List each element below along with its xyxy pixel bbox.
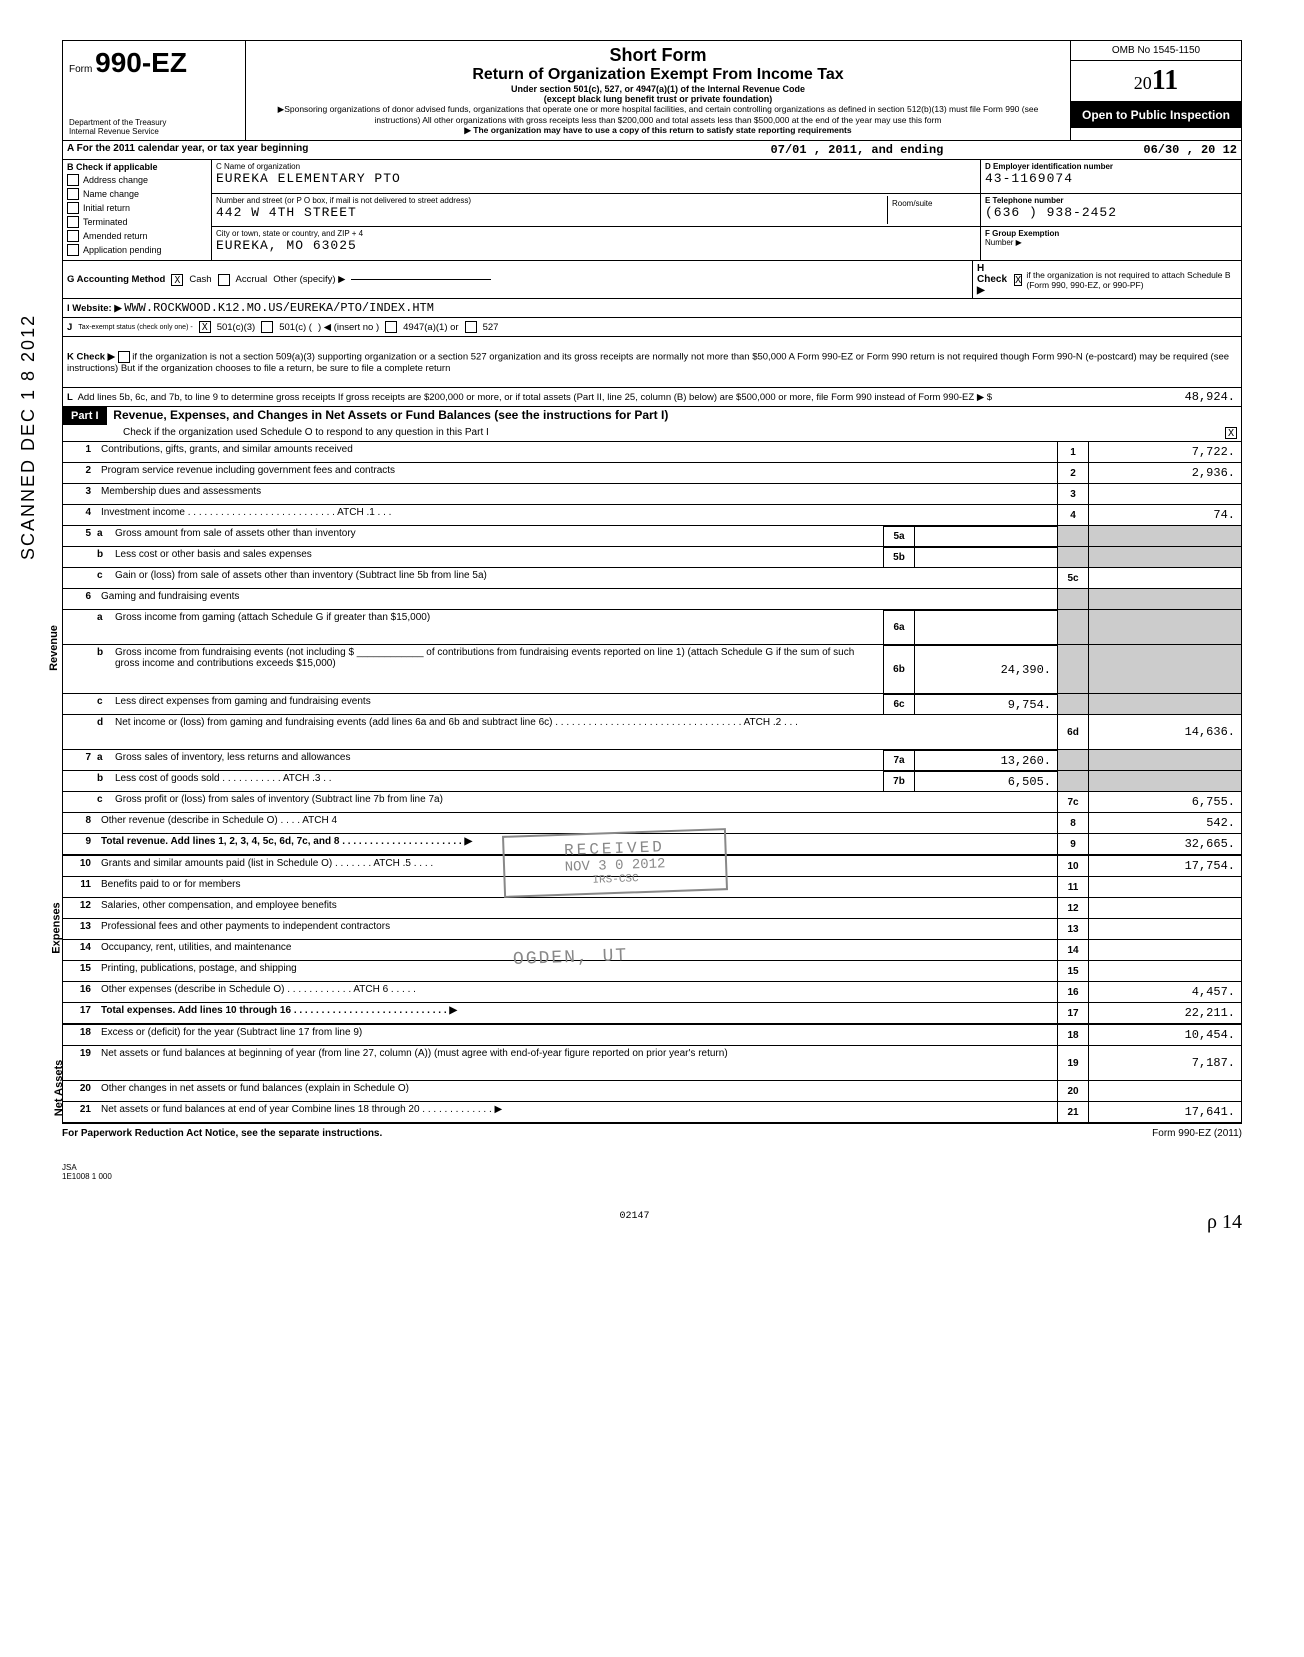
label-ein: D Employer identification number <box>985 162 1237 171</box>
checkbox-address-change[interactable] <box>67 174 79 186</box>
checkbox-527[interactable] <box>465 321 477 333</box>
ein-value: 43-1169074 <box>985 171 1237 186</box>
omb-number: OMB No 1545-1150 <box>1071 41 1241 61</box>
header-note-1: ▶Sponsoring organizations of donor advis… <box>254 104 1062 125</box>
open-to-public: Open to Public Inspection <box>1071 102 1241 128</box>
line-g-h: G Accounting Method X Cash Accrual Other… <box>62 261 1242 299</box>
line-l: L Add lines 5b, 6c, and 7b, to line 9 to… <box>62 388 1242 407</box>
val-14 <box>1088 940 1241 960</box>
val-21: 17,641. <box>1088 1102 1241 1122</box>
financial-grid: Revenue Expenses Net Assets 1Contributio… <box>62 442 1242 1124</box>
section-expenses-label: Expenses <box>51 902 63 953</box>
header-note-2: ▶ The organization may have to use a cop… <box>254 125 1062 136</box>
val-11 <box>1088 877 1241 897</box>
checkbox-cash[interactable]: X <box>171 274 183 286</box>
checkbox-k[interactable] <box>118 351 130 363</box>
label-website: I Website: ▶ <box>67 303 122 314</box>
val-19: 7,187. <box>1088 1046 1241 1080</box>
bottom-marks: 02147 ρ 14 <box>62 1211 1242 1234</box>
label-h-check: H Check ▶ <box>977 263 1010 296</box>
val-7a: 13,260. <box>914 750 1057 770</box>
label-city: City or town, state or country, and ZIP … <box>216 229 976 238</box>
val-9: 32,665. <box>1088 834 1241 854</box>
subtitle-except: (except black lung benefit trust or priv… <box>254 94 1062 104</box>
label-street: Number and street (or P O box, if mail i… <box>216 196 887 205</box>
val-1: 7,722. <box>1088 442 1241 462</box>
val-10: 17,754. <box>1088 856 1241 876</box>
org-city: EUREKA, MO 63025 <box>216 238 976 253</box>
checkbox-501c3[interactable]: X <box>199 321 211 333</box>
val-15 <box>1088 961 1241 981</box>
line-k: K Check ▶ if the organization is not a s… <box>62 337 1242 388</box>
label-group-exemption: F Group Exemption <box>985 229 1237 238</box>
org-name: EUREKA ELEMENTARY PTO <box>216 171 976 186</box>
section-b-label: B Check if applicable <box>67 162 207 172</box>
val-7c: 6,755. <box>1088 792 1241 812</box>
checkbox-pending[interactable] <box>67 244 79 256</box>
handwritten-mark: ρ 14 <box>1207 1211 1242 1234</box>
form-prefix: Form <box>69 64 92 75</box>
part-1-header: Part I Revenue, Expenses, and Changes in… <box>62 407 1242 442</box>
label-group-number: Number ▶ <box>985 238 1237 247</box>
section-revenue-label: Revenue <box>48 625 60 671</box>
val-7b: 6,505. <box>914 771 1057 791</box>
label-accounting: G Accounting Method <box>67 274 165 285</box>
org-info-block: B Check if applicable Address change Nam… <box>62 160 1242 261</box>
val-20 <box>1088 1081 1241 1101</box>
line-i: I Website: ▶ WWW.ROCKWOOD.K12.MO.US/EURE… <box>62 299 1242 318</box>
checkbox-501c[interactable] <box>261 321 273 333</box>
val-6c: 9,754. <box>914 694 1057 714</box>
tax-year: 2011 <box>1071 61 1241 102</box>
checkbox-part1-scho[interactable]: X <box>1225 427 1237 439</box>
line-a: A For the 2011 calendar year, or tax yea… <box>62 141 1242 160</box>
val-6b: 24,390. <box>914 645 1057 693</box>
checkbox-amended[interactable] <box>67 230 79 242</box>
val-16: 4,457. <box>1088 982 1241 1002</box>
val-13 <box>1088 919 1241 939</box>
dept-treasury: Department of the Treasury <box>69 118 166 127</box>
label-telephone: E Telephone number <box>985 196 1237 205</box>
val-2: 2,936. <box>1088 463 1241 483</box>
checkbox-name-change[interactable] <box>67 188 79 200</box>
checkbox-accrual[interactable] <box>218 274 230 286</box>
val-6d: 14,636. <box>1088 715 1241 749</box>
website-value: WWW.ROCKWOOD.K12.MO.US/EUREKA/PTO/INDEX.… <box>124 301 434 315</box>
org-street: 442 W 4TH STREET <box>216 205 887 220</box>
checkbox-h[interactable]: X <box>1014 274 1023 286</box>
form-number: 990-EZ <box>95 47 187 78</box>
h-text: if the organization is not required to a… <box>1026 270 1237 290</box>
title-short-form: Short Form <box>254 45 1062 66</box>
checkbox-initial-return[interactable] <box>67 202 79 214</box>
label-org-name: C Name of organization <box>216 162 976 171</box>
val-17: 22,211. <box>1088 1003 1241 1023</box>
jsa-mark: JSA 1E1008 1 000 <box>62 1163 1242 1181</box>
scan-stamp-vertical: SCANNED DEC 1 8 2012 <box>18 314 39 560</box>
dept-irs: Internal Revenue Service <box>69 127 166 136</box>
val-18: 10,454. <box>1088 1025 1241 1045</box>
telephone-value: (636 ) 938-2452 <box>985 205 1237 220</box>
subtitle-code: Under section 501(c), 527, or 4947(a)(1)… <box>254 84 1062 94</box>
val-4: 74. <box>1088 505 1241 525</box>
val-5c <box>1088 568 1241 588</box>
label-room: Room/suite <box>892 199 932 208</box>
page-footer: For Paperwork Reduction Act Notice, see … <box>62 1124 1242 1143</box>
line-l-value: 48,924. <box>1089 388 1241 406</box>
title-return: Return of Organization Exempt From Incom… <box>254 66 1062 84</box>
line-j: J Tax-exempt status (check only one) - X… <box>62 318 1242 337</box>
val-3 <box>1088 484 1241 504</box>
val-8: 542. <box>1088 813 1241 833</box>
checkbox-4947[interactable] <box>385 321 397 333</box>
checkbox-terminated[interactable] <box>67 216 79 228</box>
form-header: Form 990-EZ Department of the Treasury I… <box>62 40 1242 141</box>
val-12 <box>1088 898 1241 918</box>
